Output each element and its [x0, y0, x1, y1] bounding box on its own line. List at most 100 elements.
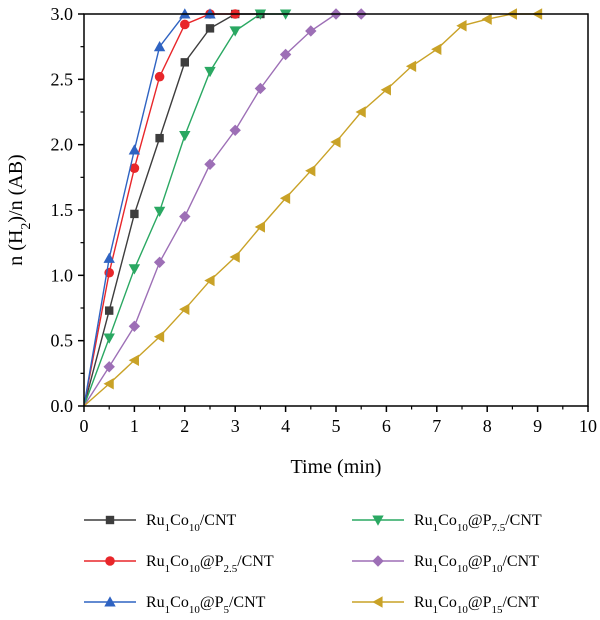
legend-subscript: 10	[189, 604, 201, 616]
data-point	[128, 264, 141, 275]
legend-subscript: 10	[189, 522, 201, 534]
data-point	[154, 71, 165, 82]
legend-text: Co	[438, 553, 457, 570]
y-tick-label: 0.0	[51, 396, 74, 416]
legend-subscript: 7.5	[491, 522, 505, 534]
legend-text: /CNT	[502, 553, 539, 570]
legend-text: /CNT	[237, 553, 274, 570]
series-line	[83, 13, 210, 407]
legend-text: /CNT	[200, 512, 237, 529]
legend-subscript: 5	[223, 604, 229, 616]
data-point	[205, 24, 215, 33]
legend-text: Ru	[414, 594, 433, 611]
legend-subscript: 15	[491, 604, 503, 616]
data-point	[103, 361, 115, 373]
legend-marker	[104, 596, 116, 607]
data-point	[180, 58, 189, 67]
legend-text: @P	[468, 553, 492, 570]
x-tick-label: 9	[533, 416, 542, 436]
legend-text: Ru	[414, 512, 433, 529]
legend-label: Ru1Co10@P7.5/CNT	[414, 512, 542, 534]
legend-label: Ru1Co10@P10/CNT	[414, 553, 539, 575]
legend-marker	[372, 596, 383, 608]
data-point	[105, 306, 114, 315]
legend-text: Co	[438, 594, 457, 611]
legend-text: Co	[438, 512, 457, 529]
x-tick-label: 6	[382, 416, 391, 436]
legend-subscript: 1	[165, 563, 171, 575]
legend-label: Ru1Co10@P15/CNT	[414, 594, 539, 616]
data-point	[179, 130, 191, 142]
legend-text: Ru	[146, 594, 165, 611]
series-group	[83, 8, 367, 407]
legend-subscript: 1	[433, 604, 439, 616]
legend-subscript: 10	[457, 522, 469, 534]
data-point	[128, 354, 139, 366]
y-tick-label: 2.5	[51, 69, 74, 89]
data-point	[153, 256, 166, 268]
x-tick-label: 8	[483, 416, 492, 436]
series-group	[83, 9, 265, 407]
y-tick-label: 1.5	[51, 200, 74, 220]
legend-item: Ru1Co10@P2.5/CNT	[84, 553, 274, 575]
legend-item: Ru1Co10@P15/CNT	[352, 594, 539, 616]
legend-text: @P	[468, 594, 492, 611]
x-tick-label: 1	[130, 416, 139, 436]
legend-marker	[372, 515, 384, 526]
legend-subscript: 10	[457, 604, 469, 616]
data-point	[204, 158, 216, 170]
data-point	[279, 192, 291, 204]
data-point	[103, 252, 115, 263]
legend-text: /CNT	[505, 512, 542, 529]
legend-marker	[105, 556, 115, 566]
x-tick-label: 2	[180, 416, 189, 436]
y-tick-label: 3.0	[51, 4, 74, 24]
legend-text: Ru	[414, 553, 433, 570]
data-point	[305, 25, 317, 37]
data-point	[153, 331, 165, 343]
x-axis-title: Time (min)	[291, 456, 382, 478]
data-point	[380, 84, 391, 96]
legend-subscript: 1	[165, 604, 171, 616]
legend-subscript: 1	[165, 522, 171, 534]
data-point	[180, 19, 190, 30]
legend-label: Ru1Co10@P5/CNT	[146, 594, 266, 616]
y-axis-title: n (H2)/n (AB)	[5, 154, 34, 265]
data-point	[330, 136, 341, 148]
y-tick-label: 2.0	[51, 135, 74, 155]
legend-text: Ru	[146, 553, 165, 570]
legend: Ru1Co10/CNTRu1Co10@P2.5/CNTRu1Co10@P5/CN…	[84, 512, 542, 616]
legend-label: Ru1Co10/CNT	[146, 512, 237, 534]
data-point	[229, 26, 241, 37]
legend-text: /CNT	[502, 594, 539, 611]
x-tick-label: 4	[281, 416, 290, 436]
legend-subscript: 10	[189, 563, 201, 575]
series-line	[83, 13, 261, 407]
legend-marker	[372, 555, 384, 567]
series-line	[83, 13, 538, 407]
data-point	[179, 210, 191, 223]
legend-text: Co	[170, 594, 189, 611]
data-point	[305, 165, 316, 177]
data-point	[456, 20, 467, 32]
data-point	[254, 221, 265, 233]
series-group	[83, 9, 292, 407]
y-tick-label: 0.5	[51, 331, 74, 351]
data-point	[254, 82, 267, 95]
data-point	[129, 163, 140, 173]
legend-text: @P	[200, 594, 224, 611]
legend-item: Ru1Co10@P10/CNT	[352, 553, 539, 575]
y-tick-label: 1.0	[51, 265, 74, 285]
legend-item: Ru1Co10/CNT	[84, 512, 237, 534]
legend-text: Co	[170, 512, 189, 529]
series-group	[83, 8, 543, 407]
x-tick-label: 5	[332, 416, 341, 436]
x-tick-label: 3	[231, 416, 240, 436]
data-point	[229, 124, 241, 136]
data-point	[130, 209, 139, 219]
legend-text: Co	[170, 553, 189, 570]
data-point	[153, 40, 166, 52]
axes: 0 1 2 3 4 5 6 7 8 9 10 0.0 0.5 1.0 1.5 2.0 2.5 3.0	[51, 4, 598, 436]
legend-text: Ru	[146, 512, 165, 529]
